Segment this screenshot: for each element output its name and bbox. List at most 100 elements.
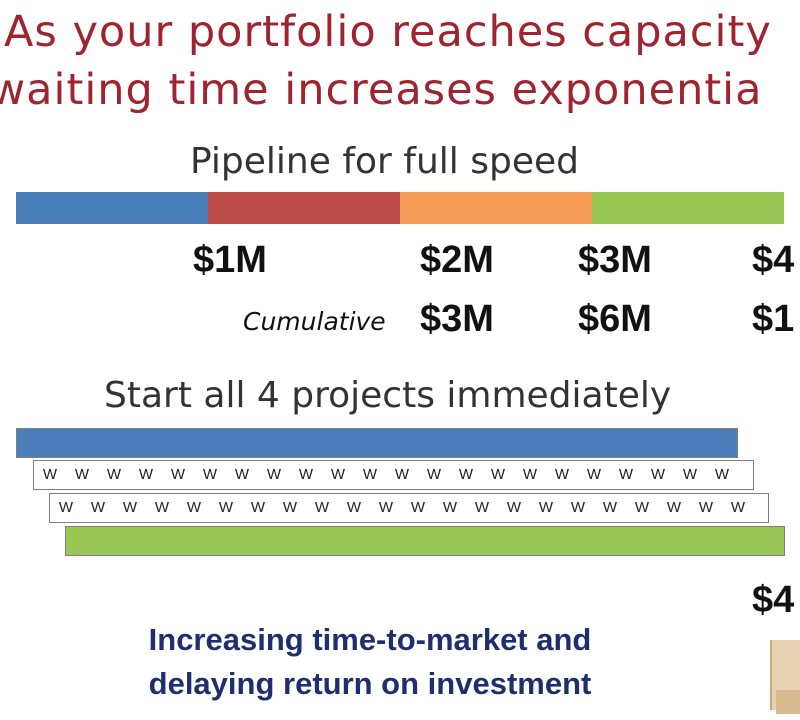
track-color-cell (497, 429, 529, 457)
track-wait-cell: W (450, 461, 482, 489)
wait-label: W (666, 499, 682, 516)
track-wait-cell: W (402, 494, 434, 522)
wait-label: W (554, 466, 570, 483)
track-color-cell (529, 429, 561, 457)
track-color-cell (546, 527, 578, 555)
wait-label: W (506, 499, 522, 516)
track-wait-cell: W (34, 461, 66, 489)
track-color-cell (322, 527, 354, 555)
wait-label: W (314, 499, 330, 516)
amount-4: $4 (752, 239, 795, 281)
wait-label: W (330, 466, 346, 483)
project-track-1 (16, 428, 738, 458)
track-color-cell (625, 429, 657, 457)
track-color-cell (578, 527, 610, 555)
track-wait-cell: W (274, 494, 306, 522)
wait-label: W (714, 466, 730, 483)
track-color-cell (113, 429, 145, 457)
track-wait-cell: W (50, 494, 82, 522)
footer-line-1: Increasing time-to-market and (148, 622, 592, 657)
track-wait-cell: W (722, 494, 768, 522)
track-color-cell (226, 527, 258, 555)
track-color-cell (706, 527, 738, 555)
amount-2: $2M (420, 239, 494, 281)
wait-label: W (122, 499, 138, 516)
track-color-cell (241, 429, 273, 457)
pipeline-segment-4 (592, 192, 784, 224)
wait-label: W (170, 466, 186, 483)
track-wait-cell: W (258, 461, 290, 489)
footer-line-2: delaying return on investment (148, 666, 592, 701)
track-wait-cell: W (322, 461, 354, 489)
track-color-cell (369, 429, 401, 457)
track-color-cell (738, 527, 784, 555)
track-color-cell (66, 527, 98, 555)
track-color-cell (514, 527, 546, 555)
track-wait-cell: W (130, 461, 162, 489)
track-color-cell (162, 527, 194, 555)
wait-label: W (522, 466, 538, 483)
track-color-cell (386, 527, 418, 555)
track-wait-cell: W (386, 461, 418, 489)
track-wait-cell: W (434, 494, 466, 522)
track-color-cell (49, 429, 81, 457)
pipeline-segment-3 (400, 192, 592, 224)
track-color-cell (354, 527, 386, 555)
track-wait-cell: W (354, 461, 386, 489)
track-color-cell (689, 429, 737, 457)
track-wait-cell: W (594, 494, 626, 522)
track-color-cell (401, 429, 433, 457)
track-wait-cell: W (514, 461, 546, 489)
track-color-cell (465, 429, 497, 457)
track-wait-cell: W (306, 494, 338, 522)
track-color-cell (657, 429, 689, 457)
amount-3: $3M (578, 239, 652, 281)
amount-1: $1M (193, 239, 267, 281)
track-wait-cell: W (562, 494, 594, 522)
wait-label: W (394, 466, 410, 483)
wait-label: W (698, 499, 714, 516)
wait-label: W (202, 466, 218, 483)
track-wait-cell: W (530, 494, 562, 522)
project-track-4 (65, 526, 785, 556)
wait-label: W (138, 466, 154, 483)
track-color-cell (561, 429, 593, 457)
track-color-cell (17, 429, 49, 457)
wait-label: W (458, 466, 474, 483)
wait-label: W (426, 466, 442, 483)
wait-label: W (186, 499, 202, 516)
wait-label: W (490, 466, 506, 483)
track-color-cell (418, 527, 450, 555)
track-color-cell (450, 527, 482, 555)
wait-label: W (234, 466, 250, 483)
wait-label: W (586, 466, 602, 483)
track-color-cell (610, 527, 642, 555)
wait-label: W (250, 499, 266, 516)
wait-label: W (442, 499, 458, 516)
pipeline-heading: Pipeline for full speed (190, 141, 579, 182)
wait-label: W (362, 466, 378, 483)
wait-label: W (42, 466, 58, 483)
track-color-cell (81, 429, 113, 457)
wait-label: W (602, 499, 618, 516)
track-wait-cell: W (226, 461, 258, 489)
wait-label: W (154, 499, 170, 516)
track-color-cell (337, 429, 369, 457)
pipeline-segment-2 (208, 192, 400, 224)
track-color-cell (258, 527, 290, 555)
track-wait-cell: W (578, 461, 610, 489)
wait-label: W (58, 499, 74, 516)
cumulative-amount-2: $6M (578, 298, 652, 340)
title-line-1: As your portfolio reaches capacity (4, 7, 772, 57)
track-wait-cell: W (482, 461, 514, 489)
wait-label: W (298, 466, 314, 483)
title-line-2: waiting time increases exponentia (0, 65, 763, 115)
track-wait-cell: W (178, 494, 210, 522)
track-wait-cell: W (466, 494, 498, 522)
cumulative-amount-1: $3M (420, 298, 494, 340)
track-wait-cell: W (194, 461, 226, 489)
track-wait-cell: W (706, 461, 753, 489)
wait-label: W (474, 499, 490, 516)
